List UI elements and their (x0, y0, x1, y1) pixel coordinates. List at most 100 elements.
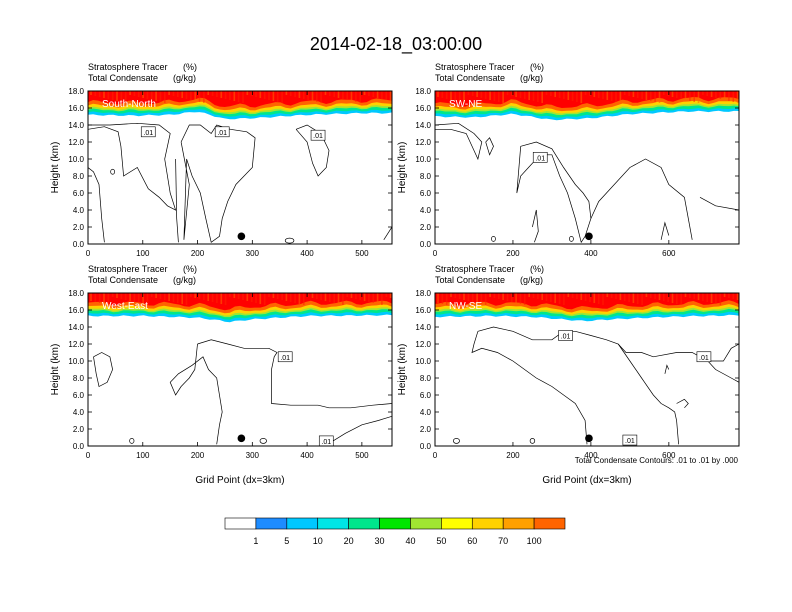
panel-label: South-North (102, 99, 156, 110)
tracer-streak (484, 293, 487, 305)
tracer-streak (537, 293, 539, 299)
tracer-streak (272, 293, 275, 298)
tracer-streak (363, 91, 366, 95)
header-line-2-unit: (g/kg) (173, 275, 196, 285)
tracer-streak (298, 293, 301, 304)
tracer-streak (506, 293, 509, 301)
tracer-streak (194, 91, 196, 101)
tracer-streak (159, 91, 162, 102)
colorbar: 1 5 10 20 30 40 50 60 70 100 (224, 517, 566, 546)
tracer-streak (537, 91, 539, 102)
tracer-streak (98, 91, 101, 97)
header-line-1-unit: (%) (183, 62, 197, 72)
y-tick-label: 4.0 (420, 408, 432, 417)
tracer-streak (303, 293, 305, 305)
tracer-streak (532, 293, 535, 298)
tracer-streak (381, 293, 383, 305)
tracer-streak (307, 293, 309, 297)
tracer-streak (263, 91, 266, 99)
tracer-streak (563, 293, 565, 305)
tracer-streak (172, 91, 175, 96)
tracer-streak (610, 293, 613, 298)
x-axis-label: Grid Point (dx=3km) (195, 475, 284, 486)
tracer-streak (467, 293, 470, 301)
tracer-streak (159, 293, 162, 299)
plot-frame (87, 292, 393, 447)
tracer-streak (689, 293, 691, 298)
tracer-streak (693, 91, 695, 102)
tracer-streak (242, 293, 244, 300)
y-tick-label: 2.0 (73, 425, 85, 434)
tracer-streak (684, 91, 687, 100)
x-tick-label: 400 (300, 451, 314, 460)
tracer-streak (146, 91, 149, 99)
tracer-streak (155, 293, 157, 298)
x-tick-label: 200 (506, 451, 520, 460)
tracer-streak (632, 91, 635, 97)
tracer-streak (129, 91, 131, 95)
tracer-streak (606, 91, 609, 100)
tracer-streak (111, 293, 114, 297)
tracer-streak (294, 293, 296, 303)
contour-label: .01 (699, 355, 709, 362)
tracer-streak (368, 293, 370, 302)
y-tick-label: 6.0 (73, 189, 85, 198)
tracer-streak (723, 293, 726, 297)
y-tick-label: 6.0 (420, 391, 432, 400)
condensate-contour-small (569, 236, 574, 242)
tracer-streak (454, 91, 457, 101)
header-line-2-unit: (g/kg) (520, 275, 543, 285)
tracer-streak (676, 293, 678, 304)
x-tick-label: 400 (584, 249, 598, 258)
tracer-streak (632, 293, 635, 303)
colorbar-box (471, 517, 504, 530)
legend-note: Total Condensate Contours: .01 to .01 by… (575, 456, 739, 465)
tracer-streak (645, 293, 648, 297)
tracer-streak (177, 91, 179, 97)
condensate-contour (532, 209, 539, 243)
condensate-contour (471, 331, 588, 445)
y-tick-label: 0.0 (73, 442, 85, 451)
tracer-streak (589, 91, 591, 96)
header-line-2: Total Condensate (435, 275, 505, 285)
tracer-streak (303, 91, 305, 99)
tracer-streak (671, 293, 674, 303)
tracer-streak (185, 293, 188, 305)
condensate-contour-small (259, 438, 267, 444)
tracer-streak (628, 91, 630, 96)
tracer-streak (450, 293, 452, 297)
colorbar-box (224, 517, 257, 530)
tracer-streak (706, 91, 708, 96)
tracer-streak (528, 91, 530, 100)
tracer-streak (337, 293, 340, 304)
colorbar-box (533, 517, 566, 530)
tracer-streak (389, 91, 392, 101)
tracer-streak (463, 293, 465, 300)
x-tick-label: 500 (355, 451, 369, 460)
tracer-streak (445, 91, 448, 99)
tracer-streak (133, 91, 136, 96)
tracer-streak (224, 293, 227, 305)
tracer-streak (207, 293, 209, 301)
tracer-streak (515, 293, 517, 303)
x-tick-label: 0 (433, 451, 438, 460)
panel-label: SW-NE (449, 99, 482, 110)
y-tick-label: 12.0 (415, 340, 431, 349)
colorbar-label: 60 (467, 536, 477, 546)
tracer-streak (285, 91, 288, 95)
tracer-streak (276, 293, 279, 299)
contour-label: .01 (535, 155, 545, 162)
tracer-streak (385, 91, 388, 100)
tracer-streak (329, 91, 331, 96)
condensate-contour (485, 137, 494, 156)
tracer-streak (259, 293, 262, 304)
tracer-streak (259, 91, 262, 98)
tracer-streak (641, 293, 643, 305)
tracer-streak (567, 293, 570, 297)
tracer-streak (511, 91, 513, 96)
header-line-2-unit: (g/kg) (520, 73, 543, 83)
colorbar-box (255, 517, 288, 530)
y-tick-label: 8.0 (420, 172, 432, 181)
contour-label: .01 (321, 439, 331, 446)
tracer-streak (216, 91, 218, 97)
